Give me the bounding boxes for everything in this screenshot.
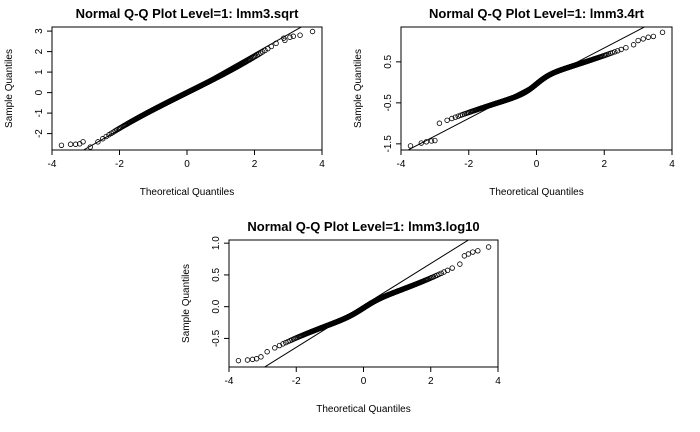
qq-point <box>103 133 109 140</box>
x-tick-label: 4 <box>495 376 501 387</box>
qq-point <box>72 141 79 147</box>
qq-point <box>475 248 481 254</box>
qq-point <box>457 261 463 267</box>
qq-point <box>268 43 275 50</box>
plot-frame <box>228 239 499 368</box>
y-tick-label: -1 <box>34 108 45 117</box>
qq-point <box>465 251 472 257</box>
y-tick-label: -0.5 <box>211 329 222 347</box>
plot-frame <box>51 26 323 151</box>
qq-point <box>280 341 286 347</box>
qq-panel-3: Normal Q-Q Plot Level=1: lmm3.log10 -4 -2 0… <box>181 219 501 415</box>
x-tick-label: -2 <box>292 376 301 387</box>
x-tick-label: 2 <box>252 159 258 170</box>
qq-point <box>244 357 251 363</box>
x-tick-label: 0 <box>184 159 190 170</box>
x-tick-label: 2 <box>428 376 434 387</box>
y-axis-label: Sample Quantiles <box>181 264 192 343</box>
qq-point <box>618 46 624 53</box>
plot-title: Normal Q-Q Plot Level=1: lmm3.log10 <box>247 219 479 234</box>
qq-point <box>67 141 74 147</box>
qq-point <box>630 42 637 48</box>
qq-point <box>258 354 264 360</box>
x-tick-label: 0 <box>534 159 540 170</box>
qq-point <box>297 32 303 38</box>
qq-panel-1: Normal Q-Q Plot Level=1: lmm3.sqrt -4 -2 0 2… <box>4 6 325 198</box>
qq-point <box>650 33 657 40</box>
qq-point <box>623 45 629 51</box>
qq-point <box>640 36 646 42</box>
y-tick-label: 0.0 <box>211 299 222 313</box>
qq-point <box>645 34 651 40</box>
plot-title: Normal Q-Q Plot Level=1: lmm3.4rt <box>429 6 645 21</box>
y-tick-label: 2 <box>34 48 45 54</box>
plot-title: Normal Q-Q Plot Level=1: lmm3.sqrt <box>76 6 300 21</box>
x-tick-label: 4 <box>319 159 325 170</box>
qq-point <box>485 244 492 250</box>
qq-point <box>449 115 455 122</box>
qq-point <box>87 144 93 150</box>
qq-point <box>272 345 278 351</box>
x-tick-label: 0 <box>361 376 367 387</box>
qq-points <box>235 244 492 364</box>
y-tick-label: -0.5 <box>383 94 394 112</box>
qq-point <box>273 40 279 47</box>
qq-point <box>95 139 101 145</box>
qq-point <box>264 349 270 355</box>
x-tick-label: -2 <box>115 159 124 170</box>
qq-point <box>249 356 256 363</box>
x-tick-label: -4 <box>48 159 57 170</box>
qq-point <box>407 143 414 149</box>
x-tick-label: -4 <box>225 376 234 387</box>
qq-point <box>436 120 443 126</box>
qq-point <box>309 28 316 35</box>
qq-point <box>253 356 260 362</box>
qq-point <box>432 137 438 144</box>
x-tick-label: 2 <box>601 159 607 170</box>
y-tick-label: 0.5 <box>211 268 222 282</box>
qq-point <box>438 270 444 276</box>
qq-point <box>262 47 268 54</box>
qq-point <box>423 139 430 145</box>
qq-point <box>282 37 288 44</box>
x-tick-label: -2 <box>464 159 473 170</box>
qq-point <box>609 49 616 56</box>
qq-point <box>444 117 450 123</box>
x-axis-label: Theoretical Quantiles <box>140 187 235 198</box>
qq-point <box>659 29 666 36</box>
y-tick-label: 0.5 <box>383 54 394 68</box>
qq-point <box>80 139 86 145</box>
y-tick-label: 1.0 <box>211 236 222 250</box>
qq-point <box>449 265 455 271</box>
qq-point <box>452 114 459 120</box>
y-tick-label: 0 <box>34 89 45 95</box>
qq-point <box>287 34 293 40</box>
qq-panel-2: Normal Q-Q Plot Level=1: lmm3.4rt -4 -2 0 2 4… <box>353 6 675 198</box>
qq-points <box>407 29 666 149</box>
x-axis-label: Theoretical Quantiles <box>316 404 411 415</box>
y-axis-label: Sample Quantiles <box>353 49 364 128</box>
qq-points <box>58 28 316 150</box>
qq-point <box>428 138 435 144</box>
y-tick-label: 3 <box>34 28 45 34</box>
y-tick-label: 1 <box>34 69 45 75</box>
qq-point <box>470 249 476 255</box>
qq-point <box>290 33 297 39</box>
x-tick-label: 4 <box>669 159 675 170</box>
x-axis-label: Theoretical Quantiles <box>489 187 584 198</box>
qq-point <box>235 357 242 364</box>
y-tick-label: -2 <box>34 129 45 138</box>
qq-point <box>418 140 425 146</box>
x-tick-label: -4 <box>397 159 406 170</box>
qq-point <box>614 48 621 54</box>
qq-point <box>58 142 65 148</box>
qq-point <box>251 54 258 60</box>
y-axis-label: Sample Quantiles <box>4 49 15 128</box>
qq-point <box>444 267 451 274</box>
qq-point <box>612 49 618 55</box>
qq-point <box>635 37 641 44</box>
y-tick-label: -1.5 <box>383 135 394 153</box>
